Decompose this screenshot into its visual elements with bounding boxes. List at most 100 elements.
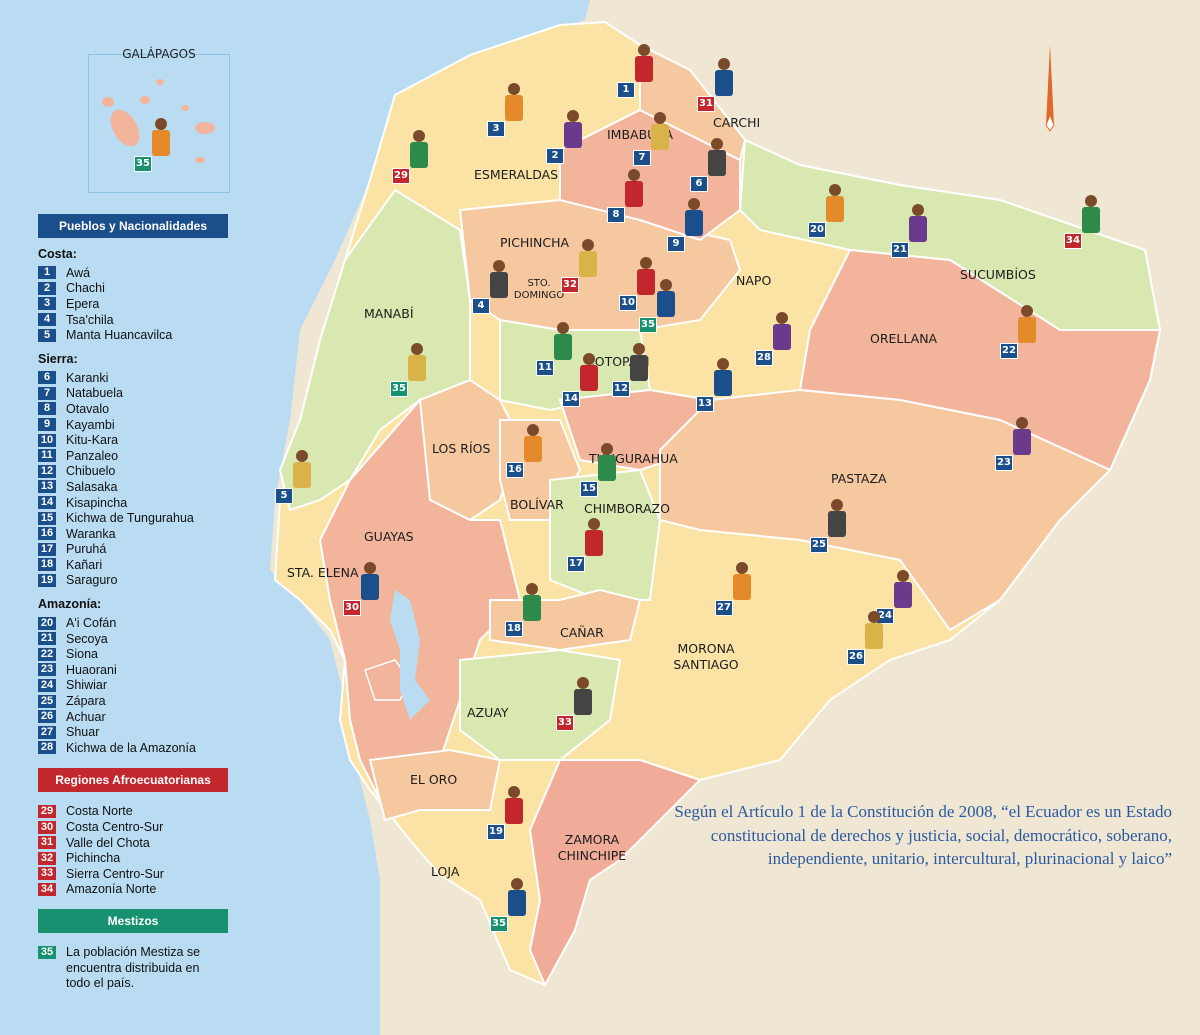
legend-number: 11 [38, 449, 56, 463]
map-number-badge: 29 [392, 168, 410, 184]
legend-item: 18 Kañari [38, 557, 228, 573]
legend-number: 20 [38, 616, 56, 630]
legend-item: 28 Kichwa de la Amazonía [38, 740, 228, 756]
person-figure-icon [505, 83, 523, 125]
map-number-badge: 35 [639, 317, 657, 333]
legend-number: 18 [38, 558, 56, 572]
map-number-badge: 34 [1064, 233, 1082, 249]
map-number-badge: 31 [697, 96, 715, 112]
person-figure-icon [490, 260, 508, 302]
map-number-badge: 16 [506, 462, 524, 478]
legend-label: Kitu-Kara [66, 433, 119, 448]
legend-item: 34 Amazonía Norte [38, 882, 228, 898]
legend-label: Costa Norte [66, 804, 133, 819]
legend-number: 22 [38, 647, 56, 661]
person-figure-icon [708, 138, 726, 180]
legend-label: Salasaka [66, 479, 118, 494]
person-figure-icon [635, 44, 653, 86]
region-canar [489, 588, 642, 652]
map-number-badge: 22 [1000, 343, 1018, 359]
person-figure-icon [585, 518, 603, 560]
legend-label: Shiwiar [66, 678, 107, 693]
map-number-badge: 35 [490, 916, 508, 932]
legend-number: 31 [38, 836, 56, 850]
map-number-badge: 4 [472, 298, 490, 314]
map-number-badge: 25 [810, 537, 828, 553]
person-figure-icon [293, 450, 311, 492]
map-number-badge: 12 [612, 381, 630, 397]
legend-number: 3 [38, 297, 56, 311]
legend-number: 19 [38, 573, 56, 587]
legend-afro-title: Regiones Afroecuatorianas [38, 767, 228, 792]
map-number-badge: 10 [619, 295, 637, 311]
map-number-badge: 5 [275, 488, 293, 504]
person-figure-icon [733, 562, 751, 604]
province-label: CHIMBORAZO [584, 501, 670, 516]
legend-label: Kisapincha [66, 495, 128, 510]
legend-label: Kichwa de Tungurahua [66, 511, 194, 526]
person-figure-icon [410, 130, 428, 172]
region-guayas [318, 397, 522, 802]
map-number-badge: 26 [847, 649, 865, 665]
province-label: ZAMORA CHINCHIPE [557, 832, 627, 863]
person-figure-icon [1013, 417, 1031, 459]
legend-item: 23 Huaorani [38, 662, 228, 678]
legend-item: 9 Kayambi [38, 417, 228, 433]
legend-label: Siona [66, 647, 98, 662]
legend-number: 8 [38, 402, 56, 416]
legend-number: 7 [38, 386, 56, 400]
person-figure-icon [909, 204, 927, 246]
legend-item: 16 Waranka [38, 526, 228, 542]
map-number-badge: 1 [617, 82, 635, 98]
legend-number: 9 [38, 418, 56, 432]
legend-label: Huaorani [66, 662, 117, 677]
legend-item: 32 Pichincha [38, 850, 228, 866]
map-number-badge: 17 [567, 556, 585, 572]
legend-number: 34 [38, 882, 56, 896]
legend-label: Amazonía Norte [66, 882, 157, 897]
region-eloro [368, 748, 502, 822]
legend-label: Costa Centro-Sur [66, 820, 164, 835]
province-label: LOS RÍOS [432, 441, 491, 456]
person-figure-icon [865, 611, 883, 653]
map-number-badge: 3 [487, 121, 505, 137]
province-label: MANABÍ [364, 306, 414, 321]
legend-label: Kañari [66, 557, 103, 572]
legend-label: La población Mestiza se encuentra distri… [66, 945, 201, 991]
map-number-badge: 18 [505, 621, 523, 637]
legend-category: Costa: [38, 247, 77, 261]
person-figure-icon [714, 358, 732, 400]
region-carchi [639, 43, 747, 162]
region-chimborazo [549, 468, 662, 601]
legend-category: Sierra: [38, 351, 78, 366]
legend-item: 7 Natabuela [38, 386, 228, 402]
person-figure-icon [826, 184, 844, 226]
legend-item: 12 Chibuelo [38, 464, 228, 480]
legend-item: 22 Siona [38, 646, 228, 662]
legend-number: 29 [38, 804, 56, 818]
legend-number: 14 [38, 496, 56, 510]
legend-item: 13 Salasaka [38, 479, 228, 495]
province-label: ORELLANA [870, 331, 938, 346]
legend-number: 1 [38, 266, 56, 280]
legend-number: 24 [38, 678, 56, 692]
legend-label: Valle del Chota [66, 835, 150, 850]
province-label: GUAYAS [364, 529, 414, 544]
legend-label: Natabuela [66, 386, 123, 401]
legend-item: 1 Awá [38, 265, 228, 281]
legend-item: 30 Costa Centro-Sur [38, 819, 228, 835]
province-label: CAÑAR [560, 625, 604, 640]
legend-number: 26 [38, 710, 56, 724]
person-figure-icon [505, 786, 523, 828]
map-number-badge: 23 [995, 455, 1013, 471]
legend-label: Kichwa de la Amazonía [66, 740, 196, 755]
legend-number: 28 [38, 741, 56, 755]
province-label: MORONA SANTIAGO [673, 641, 739, 672]
legend-item: 14 Kisapincha [38, 495, 228, 511]
province-label: PICHINCHA [500, 235, 570, 250]
province-label: STA. ELENA [287, 565, 359, 580]
map-number-badge: 14 [562, 391, 580, 407]
map-number-badge: 33 [556, 715, 574, 731]
person-figure-icon [625, 169, 643, 211]
legend-item: 20 A'i Cofán [38, 615, 228, 631]
